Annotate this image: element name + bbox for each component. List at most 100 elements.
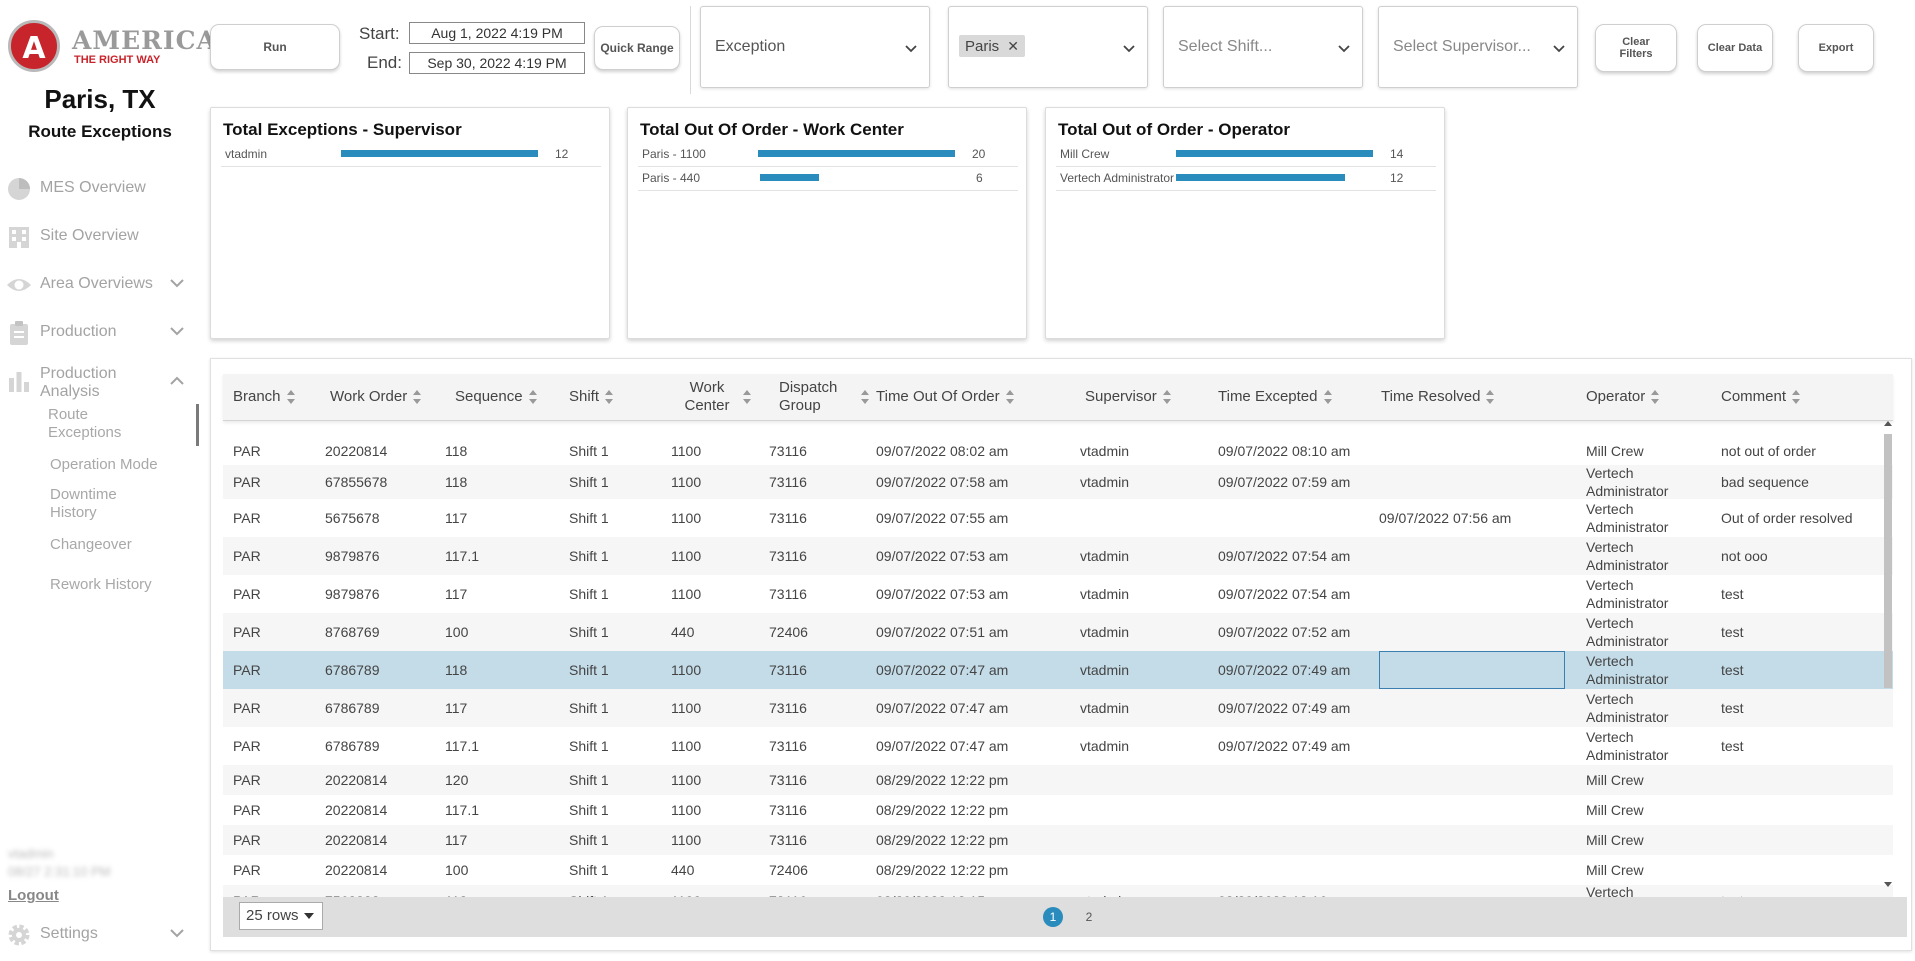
column-header-operator[interactable]: Operator [1586, 374, 1660, 420]
cell-time-out-of-order[interactable]: 09/07/2022 07:47 am [876, 662, 1009, 678]
remove-chip-icon[interactable]: ✕ [1007, 38, 1019, 54]
cell-work-order[interactable]: 20220814 [325, 442, 388, 459]
cell-work-order[interactable]: 20220814 [325, 862, 388, 878]
cell-branch[interactable]: PAR [233, 662, 261, 678]
cell-dispatch-group[interactable]: 73116 [769, 474, 807, 490]
cell-time-excepted[interactable]: 09/07/2022 07:54 am [1218, 548, 1351, 564]
cell-work-center[interactable]: 1100 [671, 548, 702, 564]
sort-icon[interactable] [1323, 389, 1333, 405]
cell-time-excepted[interactable]: 09/07/2022 07:49 am [1218, 700, 1351, 716]
cell-shift[interactable]: Shift 1 [569, 586, 609, 602]
nav-item-area-overviews[interactable]: Area Overviews [0, 270, 200, 300]
cell-shift[interactable]: Shift 1 [569, 510, 609, 526]
cell-operator[interactable]: Vertech Administrator [1586, 653, 1669, 687]
cell-shift[interactable]: Shift 1 [569, 802, 609, 818]
sort-icon[interactable] [1005, 389, 1015, 405]
cell-shift[interactable]: Shift 1 [569, 474, 609, 490]
supervisor-dropdown[interactable]: Select Supervisor... [1378, 6, 1578, 88]
nav-item-production[interactable]: Production [0, 318, 200, 348]
clear-filters-button[interactable]: Clear Filters [1595, 24, 1677, 72]
cell-time-excepted[interactable]: 09/07/2022 07:49 am [1218, 738, 1351, 754]
cell-work-order[interactable]: 20220814 [325, 772, 388, 788]
exception-type-dropdown[interactable]: Exception [700, 6, 930, 88]
cell-branch[interactable]: PAR [233, 474, 261, 490]
cell-sequence[interactable]: 117 [445, 586, 468, 602]
cell-work-order[interactable]: 20220814 [325, 802, 388, 818]
cell-comment[interactable]: test [1721, 662, 1744, 678]
cell-supervisor[interactable]: vtadmin [1080, 548, 1130, 564]
cell-shift[interactable]: Shift 1 [569, 738, 609, 754]
cell-work-center[interactable]: 1100 [671, 772, 702, 788]
cell-operator[interactable]: Vertech Administrator [1586, 539, 1669, 573]
table-row[interactable]: PAR 67855678 118 Shift 1 1100 73116 09/07/2022… [223, 465, 1893, 499]
cell-time-out-of-order[interactable]: 08/29/2022 12:22 pm [876, 802, 1009, 818]
cell-work-order[interactable]: 6786789 [325, 738, 380, 754]
cell-operator[interactable]: Mill Crew [1586, 802, 1644, 818]
sort-icon[interactable] [528, 389, 538, 405]
table-row[interactable]: PAR 20220814 117 Shift 1 1100 73116 08/29/2022… [223, 825, 1893, 855]
cell-shift[interactable]: Shift 1 [569, 772, 609, 788]
sort-icon[interactable] [1162, 389, 1172, 405]
cell-time-out-of-order[interactable]: 09/07/2022 08:02 am [876, 442, 1009, 459]
nav-item-settings[interactable]: Settings [0, 920, 200, 950]
cell-time-out-of-order[interactable]: 08/29/2022 12:22 pm [876, 832, 1009, 848]
table-row[interactable]: PAR 6786789 117.1 Shift 1 1100 73116 09/07/202… [223, 727, 1893, 765]
cell-sequence[interactable]: 117.1 [445, 738, 479, 754]
column-header-work-center[interactable]: Work Center [677, 374, 752, 420]
page-1-button[interactable]: 1 [1043, 907, 1063, 927]
cell-dispatch-group[interactable]: 73116 [769, 662, 807, 678]
column-header-time-out-of-order[interactable]: Time Out Of Order [876, 374, 1015, 420]
chevron-down-icon[interactable] [168, 322, 186, 340]
sort-icon[interactable] [742, 389, 752, 405]
cell-work-order[interactable]: 8768769 [325, 624, 380, 640]
nav-item-mes-overview[interactable]: MES Overview [0, 174, 200, 204]
sub-nav-changeover[interactable]: Changeover [50, 536, 132, 553]
cell-work-order[interactable]: 9879876 [325, 548, 380, 564]
table-row[interactable]: PAR 20220814 120 Shift 1 1100 73116 08/29/2022… [223, 765, 1893, 795]
sub-nav-rework-history[interactable]: Rework History [50, 576, 152, 593]
cell-operator[interactable]: Vertech Administrator [1586, 615, 1669, 649]
cell-comment[interactable]: not ooo [1721, 548, 1768, 564]
cell-time-out-of-order[interactable]: 08/29/2022 12:22 pm [876, 862, 1009, 878]
sort-icon[interactable] [860, 389, 870, 405]
cell-work-order[interactable]: 5675678 [325, 510, 380, 526]
table-row[interactable]: PAR 6786789 117 Shift 1 1100 73116 09/07/2022 … [223, 689, 1893, 727]
cell-dispatch-group[interactable]: 73116 [769, 802, 807, 818]
sub-nav-route-exceptions[interactable]: Route Exceptions [48, 406, 122, 441]
table-row[interactable]: PAR 20220814 117.1 Shift 1 1100 73116 08/29/20… [223, 795, 1893, 825]
cell-dispatch-group[interactable]: 73116 [769, 442, 807, 459]
cell-dispatch-group[interactable]: 73116 [769, 510, 807, 526]
cell-operator[interactable]: Mill Crew [1586, 772, 1644, 788]
cell-comment[interactable]: test [1721, 738, 1744, 754]
cell-time-out-of-order[interactable]: 09/07/2022 07:47 am [876, 700, 1009, 716]
nav-item-site-overview[interactable]: Site Overview [0, 222, 200, 252]
cell-shift[interactable]: Shift 1 [569, 862, 609, 878]
cell-work-center[interactable]: 1100 [671, 700, 702, 716]
cell-supervisor[interactable]: vtadmin [1080, 442, 1130, 459]
cell-shift[interactable]: Shift 1 [569, 548, 609, 564]
table-row[interactable]: PAR 8768769 100 Shift 1 440 72406 09/07/2022 0… [223, 613, 1893, 651]
cell-work-order[interactable]: 6786789 [325, 662, 380, 678]
cell-comment[interactable]: test [1721, 624, 1744, 640]
cell-sequence[interactable]: 117 [445, 700, 468, 716]
cell-time-excepted[interactable]: 09/07/2022 08:10 am [1218, 442, 1351, 459]
cell-time-excepted[interactable]: 09/07/2022 07:54 am [1218, 586, 1351, 602]
cell-branch[interactable]: PAR [233, 772, 261, 788]
shift-dropdown[interactable]: Select Shift... [1163, 6, 1363, 88]
run-button[interactable]: Run [210, 24, 340, 70]
cell-dispatch-group[interactable]: 72406 [769, 624, 808, 640]
cell-operator[interactable]: Mill Crew [1586, 862, 1644, 878]
cell-dispatch-group[interactable]: 73116 [769, 772, 807, 788]
cell-work-center[interactable]: 440 [671, 862, 695, 878]
cell-sequence[interactable]: 117 [445, 510, 468, 526]
cell-sequence[interactable]: 100 [445, 624, 469, 640]
start-date-input[interactable]: Aug 1, 2022 4:19 PM [409, 22, 585, 44]
sort-icon[interactable] [412, 389, 422, 405]
clear-data-button[interactable]: Clear Data [1697, 24, 1773, 72]
sort-icon[interactable] [286, 389, 296, 405]
cell-dispatch-group[interactable]: 73116 [769, 700, 807, 716]
cell-operator[interactable]: Vertech Administrator [1586, 729, 1669, 763]
cell-branch[interactable]: PAR [233, 802, 261, 818]
sub-nav-downtime-history[interactable]: Downtime History [50, 486, 117, 521]
cell-shift[interactable]: Shift 1 [569, 442, 609, 459]
